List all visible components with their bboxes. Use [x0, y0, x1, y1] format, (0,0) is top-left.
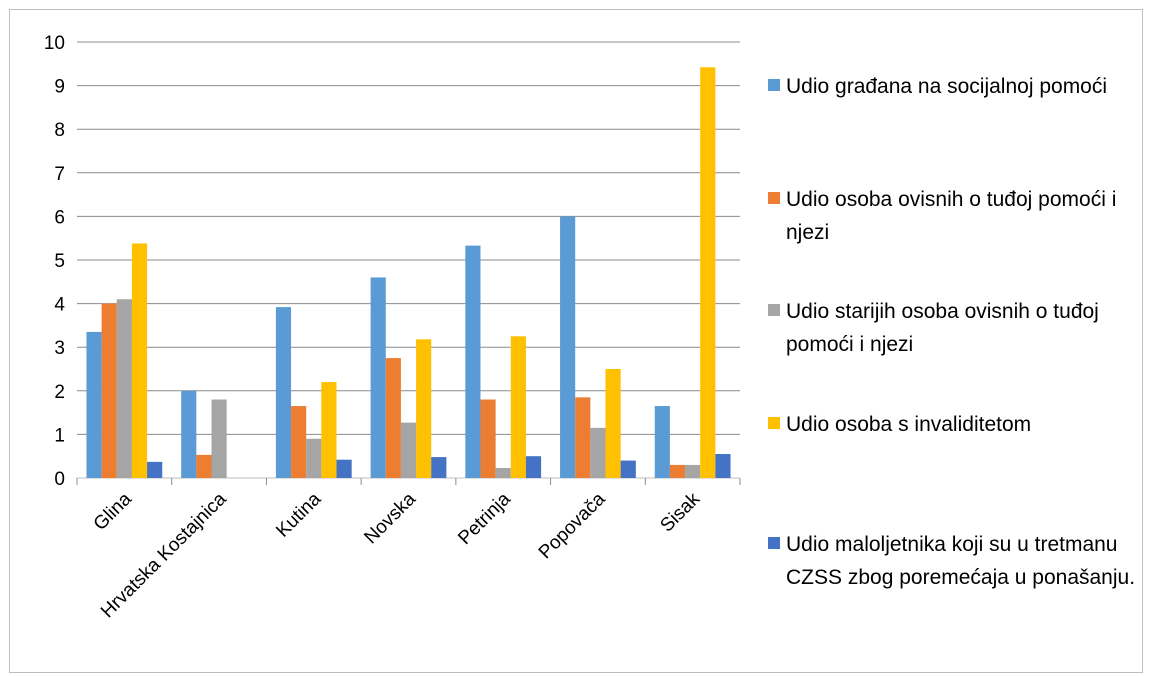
bar-5-kutina [336, 459, 352, 478]
legend-swatch [768, 304, 780, 316]
bar-1-popovača [560, 216, 576, 478]
x-category-label: Petrinja [454, 488, 515, 549]
y-tick-label: 5 [54, 251, 65, 272]
bar-1-petrinja [465, 245, 481, 478]
bar-4-novska [416, 339, 432, 478]
bar-2-hrvatska-kostajnica [196, 454, 212, 478]
y-tick-label: 10 [44, 33, 65, 54]
legend-label: Udio osoba s invaliditetom [786, 413, 1032, 436]
bar-5-glina [147, 461, 163, 478]
x-category-label: Glina [90, 488, 137, 535]
y-tick-label: 8 [54, 120, 65, 141]
bar-2-kutina [291, 406, 307, 478]
bar-2-sisak [669, 464, 686, 478]
y-tick-label: 3 [54, 338, 65, 359]
legend-swatch [768, 192, 780, 204]
bar-2-popovača [575, 397, 591, 478]
bar-1-novska [370, 277, 386, 478]
legend-label: Udio maloljetnika koji su u tretmanu CZS… [786, 533, 1136, 589]
y-tick-label: 0 [54, 469, 65, 490]
bar-4-kutina [321, 382, 337, 478]
bar-4-glina [131, 243, 148, 478]
y-tick-label: 1 [54, 425, 65, 446]
x-category-label: Sisak [656, 488, 704, 536]
y-tick-label: 4 [54, 295, 65, 316]
x-category-label: Popovača [535, 488, 610, 563]
y-tick-label: 2 [54, 382, 65, 403]
legend-swatch [768, 417, 780, 429]
bar-3-sisak [685, 464, 701, 478]
bar-4-popovača [605, 369, 621, 478]
legend-label: Udio starijih osoba ovisnih o tuđoj pomo… [786, 300, 1099, 356]
legend-item: Udio starijih osoba ovisnih o tuđoj pomo… [768, 295, 1136, 361]
bar-4-sisak [700, 67, 716, 479]
bar-2-novska [385, 358, 401, 478]
legend-item: Udio osoba s invaliditetom [768, 408, 1136, 441]
bar-1-hrvatska-kostajnica [181, 390, 197, 478]
bar-3-novska [400, 422, 417, 478]
bar-3-popovača [590, 427, 606, 478]
bar-5-sisak [715, 454, 731, 478]
legend-label: Udio osoba ovisnih o tuđoj pomoći i njez… [786, 188, 1117, 244]
legend-label: Udio građana na socijalnoj pomoći [786, 75, 1108, 98]
legend-item: Udio građana na socijalnoj pomoći [768, 70, 1136, 103]
bar-1-glina [86, 331, 102, 478]
bar-1-kutina [275, 307, 292, 478]
legend-swatch [768, 79, 780, 91]
chart-frame [9, 9, 1143, 673]
x-category-label: Kutina [272, 488, 325, 541]
bar-1-sisak [654, 406, 670, 478]
bar-5-popovača [620, 460, 636, 478]
bar-3-petrinja [495, 467, 511, 478]
legend-swatch [768, 537, 780, 549]
bar-4-petrinja [510, 336, 526, 478]
bar-5-petrinja [525, 456, 542, 478]
legend-item: Udio osoba ovisnih o tuđoj pomoći i njez… [768, 183, 1136, 249]
x-category-label: Novska [360, 488, 420, 548]
bar-3-kutina [306, 438, 322, 478]
bar-3-glina [116, 299, 132, 478]
y-tick-label: 6 [54, 207, 65, 228]
bar-2-glina [101, 303, 117, 478]
y-tick-label: 7 [54, 164, 65, 185]
bar-5-novska [431, 457, 447, 478]
bar-3-hrvatska-kostajnica [211, 399, 227, 478]
bar-2-petrinja [480, 399, 496, 478]
chart-legend: Udio građana na socijalnoj pomoći Udio os… [768, 0, 1148, 677]
y-tick-label: 9 [54, 77, 65, 98]
legend-item: Udio maloljetnika koji su u tretmanu CZS… [768, 528, 1136, 594]
